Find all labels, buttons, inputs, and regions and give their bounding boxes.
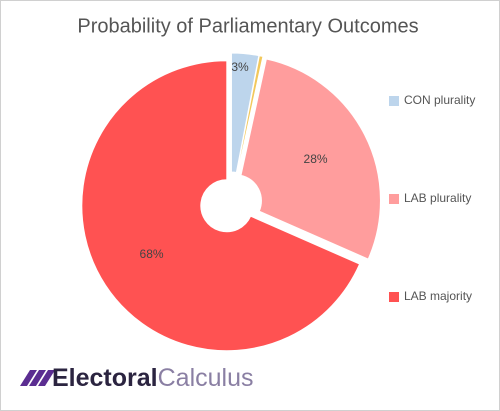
logo-mark — [20, 370, 55, 386]
legend-swatch — [389, 292, 399, 302]
logo-text: ElectoralCalculus — [52, 364, 253, 392]
legend-label: LAB plurality — [404, 191, 471, 205]
legend-swatch — [389, 194, 399, 204]
legend-label: CON plurality — [404, 93, 475, 107]
pie-slice — [230, 52, 260, 174]
value-label: 3% — [231, 60, 249, 74]
pie-slice — [236, 55, 264, 174]
logo-light: Calculus — [158, 364, 254, 392]
legend-swatch — [389, 96, 399, 106]
pie-slice — [81, 60, 361, 352]
logo-bold: Electoral — [52, 364, 158, 392]
value-label: 28% — [304, 152, 328, 166]
chart-title: Probability of Parliamentary Outcomes — [77, 15, 418, 37]
pie-slice — [240, 58, 381, 260]
legend-label: LAB majority — [404, 289, 472, 303]
value-label: 68% — [140, 247, 164, 261]
